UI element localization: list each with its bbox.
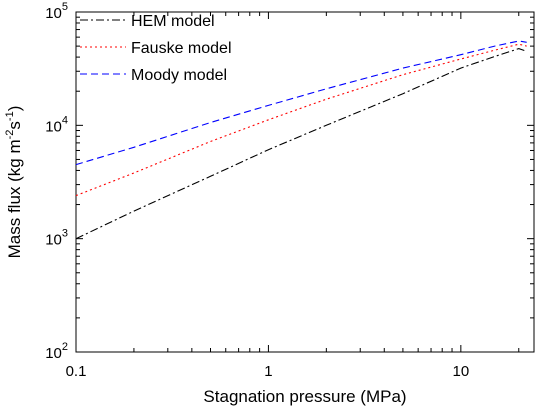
y-tick-label: 102 bbox=[45, 341, 68, 362]
y-axis: 102 103 104 105 bbox=[45, 1, 534, 362]
y-tick-label: 103 bbox=[45, 228, 68, 249]
y-axis-title: Mass flux (kg m-2s-1) bbox=[4, 106, 24, 259]
plot-area bbox=[75, 11, 535, 353]
x-axis-title: Stagnation pressure (MPa) bbox=[203, 387, 406, 406]
y-axis-title-mid: s bbox=[5, 121, 24, 130]
series-line-moody-model bbox=[75, 40, 527, 166]
y-axis-title-sup1: -2 bbox=[4, 130, 16, 140]
legend: HEM model Fauske model Moody model bbox=[80, 13, 232, 84]
x-tick-label: 10 bbox=[452, 363, 469, 380]
series-line-hem-model bbox=[75, 48, 527, 240]
y-tick-label: 105 bbox=[45, 1, 68, 22]
legend-label: HEM model bbox=[131, 13, 215, 30]
y-axis-title-prefix: Mass flux (kg m bbox=[5, 139, 24, 258]
plot-frame bbox=[75, 11, 535, 353]
x-tick-label: 0.1 bbox=[66, 363, 87, 380]
legend-label: Moody model bbox=[131, 67, 227, 84]
y-tick-label: 104 bbox=[45, 114, 68, 135]
legend-label: Fauske model bbox=[131, 40, 232, 57]
y-axis-title-sup2: -1 bbox=[4, 111, 16, 121]
x-axis: 0.1 1 10 bbox=[66, 12, 520, 380]
series-line-fauske-model bbox=[75, 43, 527, 197]
y-axis-title-suffix: ) bbox=[5, 106, 24, 112]
x-tick-label: 1 bbox=[264, 363, 272, 380]
series-layer bbox=[75, 40, 527, 240]
